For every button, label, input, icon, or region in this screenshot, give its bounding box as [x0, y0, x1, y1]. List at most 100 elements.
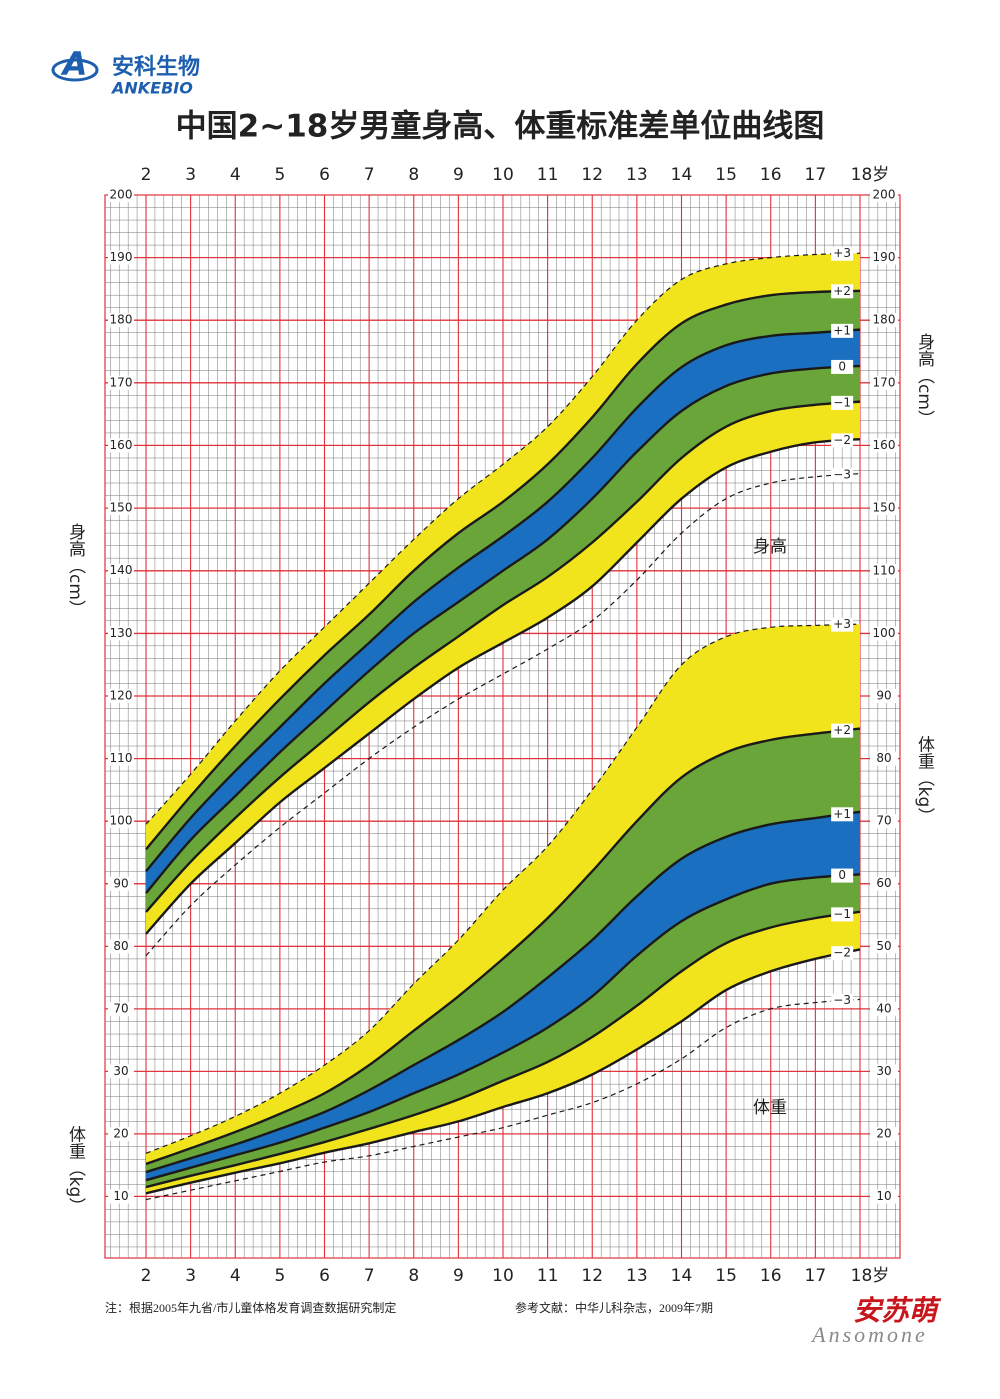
sd-curve — [145, 252, 861, 825]
y-tick-label: 30 — [113, 1064, 128, 1078]
tick-bg — [108, 313, 134, 328]
y-tick-label: 150 — [110, 501, 133, 515]
tick-bg — [108, 563, 134, 578]
y-tick-label: 90 — [113, 876, 128, 890]
x-tick-label: 5 — [274, 1266, 285, 1286]
y-tick-label: 200 — [110, 188, 133, 202]
y-tick-label: 130 — [110, 626, 133, 640]
curve-label-bg — [831, 617, 854, 632]
x-tick-label: 10 — [492, 165, 514, 185]
y2-tick-label: 180 — [873, 313, 896, 327]
y2-axis-label: 体重（kg） — [914, 736, 935, 825]
tick-bg — [870, 1001, 898, 1016]
tick-bg — [108, 688, 134, 703]
x-tick-label: 13 — [626, 165, 648, 185]
curve-label: −1 — [833, 395, 851, 409]
x-tick-label: 8 — [408, 165, 419, 185]
y2-tick-label: 20 — [876, 1126, 891, 1140]
x-tick-label: 9 — [453, 1266, 464, 1286]
tick-bg — [870, 564, 898, 578]
y2-tick-label: 10 — [876, 1189, 891, 1203]
tick-bg — [870, 939, 898, 954]
tick-bg — [870, 250, 898, 265]
brand-cn: 安科生物 — [112, 54, 200, 80]
tick-bg — [108, 1126, 134, 1141]
sd-band — [146, 874, 860, 1188]
curve-label-bg — [831, 467, 854, 482]
x-tick-label: 14 — [671, 1266, 693, 1286]
tick-bg — [108, 814, 134, 829]
y2-tick-label: 70 — [876, 814, 891, 828]
y2-tick-label: 170 — [873, 375, 896, 389]
tick-bg — [108, 188, 134, 202]
x-tick-label: 2 — [141, 1266, 152, 1286]
y-axis-label: 身高（cm） — [65, 523, 86, 617]
tick-bg — [870, 1126, 898, 1141]
sd-curve — [145, 400, 861, 913]
y-tick-label: 110 — [110, 751, 133, 765]
brand-logo: A — [51, 45, 99, 83]
y-tick-label: 120 — [110, 688, 133, 702]
x-tick-label: 4 — [230, 1266, 241, 1286]
x-tick-label: 6 — [319, 165, 330, 185]
tick-bg — [870, 751, 898, 766]
labels: 2 2 3 3 4 4 5 5 6 6 7 7 8 8 9 9 10 10 11 11 12 12 13 13 14 14 15 15… — [65, 165, 935, 1286]
x-tick-label: 17 — [805, 165, 827, 185]
svg-text:A: A — [60, 45, 88, 83]
x-tick-label: 18岁 — [851, 165, 890, 185]
y-tick-label: 180 — [110, 313, 133, 327]
curve-label-bg — [831, 907, 854, 922]
curve-label: +3 — [833, 246, 851, 260]
x-tick-label: 18岁 — [851, 1266, 890, 1286]
x-tick-label: 6 — [319, 1266, 330, 1286]
curve-label: −1 — [833, 907, 851, 921]
y2-tick-label: 200 — [873, 188, 896, 202]
tick-bg — [870, 689, 898, 704]
tick-bg — [108, 375, 134, 390]
x-tick-label: 16 — [760, 1266, 782, 1286]
x-tick-label: 7 — [364, 165, 375, 185]
sd-curve — [145, 438, 861, 935]
y2-tick-label: 90 — [876, 689, 891, 703]
y-tick-label: 70 — [113, 1002, 128, 1016]
x-tick-label: 5 — [274, 165, 285, 185]
footer-logo: 安苏萌 — [853, 1294, 942, 1327]
y-tick-label: 170 — [110, 375, 133, 389]
curve-label-bg — [831, 284, 854, 299]
y2-tick-label: 80 — [876, 751, 891, 765]
curve-label-bg — [831, 433, 854, 448]
x-tick-label: 15 — [715, 165, 737, 185]
x-tick-label: 12 — [581, 1266, 603, 1286]
curves — [145, 252, 861, 1201]
chart-label: 体重 — [753, 1098, 787, 1118]
title: 中国2~18岁男童身高、体重标准差单位曲线图 — [176, 109, 825, 145]
x-tick-label: 16 — [760, 165, 782, 185]
x-tick-label: 12 — [581, 165, 603, 185]
sd-curve — [145, 623, 861, 1154]
tick-bg — [870, 814, 898, 829]
y2-tick-label: 190 — [873, 250, 896, 264]
y2-tick-label: 40 — [876, 1001, 891, 1015]
y-tick-label: 20 — [113, 1126, 128, 1140]
curve-label: −2 — [833, 433, 851, 447]
y-tick-label: 10 — [113, 1189, 128, 1203]
x-tick-label: 8 — [408, 1266, 419, 1286]
sd-band — [146, 811, 860, 1181]
chart-label: 身高 — [753, 537, 787, 557]
x-tick-label: 11 — [537, 1266, 559, 1286]
x-tick-label: 15 — [715, 1266, 737, 1286]
footer-logo-en: Ansomone — [810, 1322, 928, 1347]
curve-label-bg — [831, 946, 854, 961]
x-tick-label: 9 — [453, 165, 464, 185]
curve-label: +1 — [833, 323, 851, 337]
x-tick-label: 14 — [671, 165, 693, 185]
curve-label: 0 — [838, 359, 846, 373]
x-tick-label: 13 — [626, 1266, 648, 1286]
curve-label-bg — [831, 246, 854, 261]
curve-label-bg — [831, 723, 854, 738]
y2-axis-label: 身高（cm） — [914, 333, 935, 427]
tick-bg — [108, 876, 134, 891]
y-tick-label: 190 — [110, 250, 133, 264]
curve-label-bg — [831, 993, 854, 1008]
